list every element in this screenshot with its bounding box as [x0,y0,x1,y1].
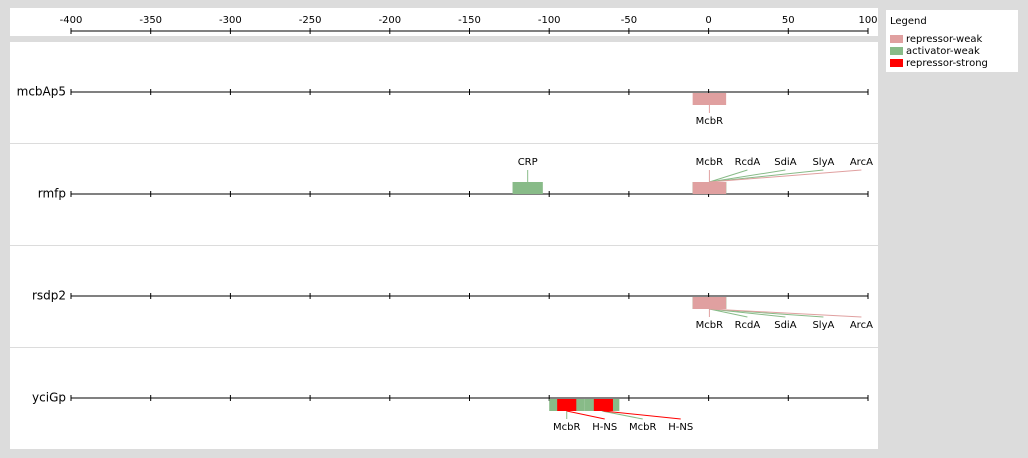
x-tick-label: -250 [299,15,322,26]
x-tick-label: -150 [458,15,481,26]
site-label: RcdA [735,157,761,168]
site-label: ArcA [850,157,873,168]
x-tick-label: -400 [60,15,83,26]
site-label: RcdA [735,320,761,331]
site-label: McbR [553,422,580,433]
site-box [593,399,613,411]
site-label: McbR [696,116,723,127]
site-label: SlyA [812,157,834,168]
site-label: SdiA [774,157,796,168]
legend-title: Legend [890,16,927,27]
site-box [692,297,727,309]
site-label: SlyA [812,320,834,331]
site-box [512,182,543,194]
legend-label: repressor-weak [906,34,983,45]
leader-line [709,169,748,183]
x-tick-label: -50 [621,15,637,26]
legend-label: activator-weak [906,46,980,57]
row-label: mcbAp5 [17,85,66,99]
site-box [692,93,727,105]
site-box [692,182,727,194]
leader-line [709,308,862,318]
site-label: ArcA [850,320,873,331]
row-label: rsdp2 [32,289,66,303]
site-label: McbR [629,422,656,433]
site-label: McbR [696,320,723,331]
site-label: CRP [518,157,538,168]
leader-line [601,410,643,420]
x-tick-label: 50 [782,15,795,26]
site-label: SdiA [774,320,796,331]
leader-line [709,308,748,318]
x-tick-label: -100 [538,15,561,26]
row-label: rmfp [38,187,66,201]
legend-label: repressor-strong [906,58,988,69]
leader-line [709,169,786,183]
site-label: H-NS [668,422,693,433]
x-tick-label: 0 [705,15,711,26]
legend-box [886,10,1018,72]
leader-line [603,410,681,420]
row-label: yciGp [32,391,66,405]
x-tick-label: -200 [378,15,401,26]
leader-line [709,169,862,183]
legend-swatch [890,35,903,43]
leader-line [566,410,605,420]
site-label: H-NS [592,422,617,433]
site-box [557,399,577,411]
site-label: McbR [696,157,723,168]
x-tick-label: 100 [858,15,877,26]
legend-swatch [890,59,903,67]
x-tick-label: -350 [139,15,162,26]
x-tick-label: -300 [219,15,242,26]
legend-swatch [890,47,903,55]
